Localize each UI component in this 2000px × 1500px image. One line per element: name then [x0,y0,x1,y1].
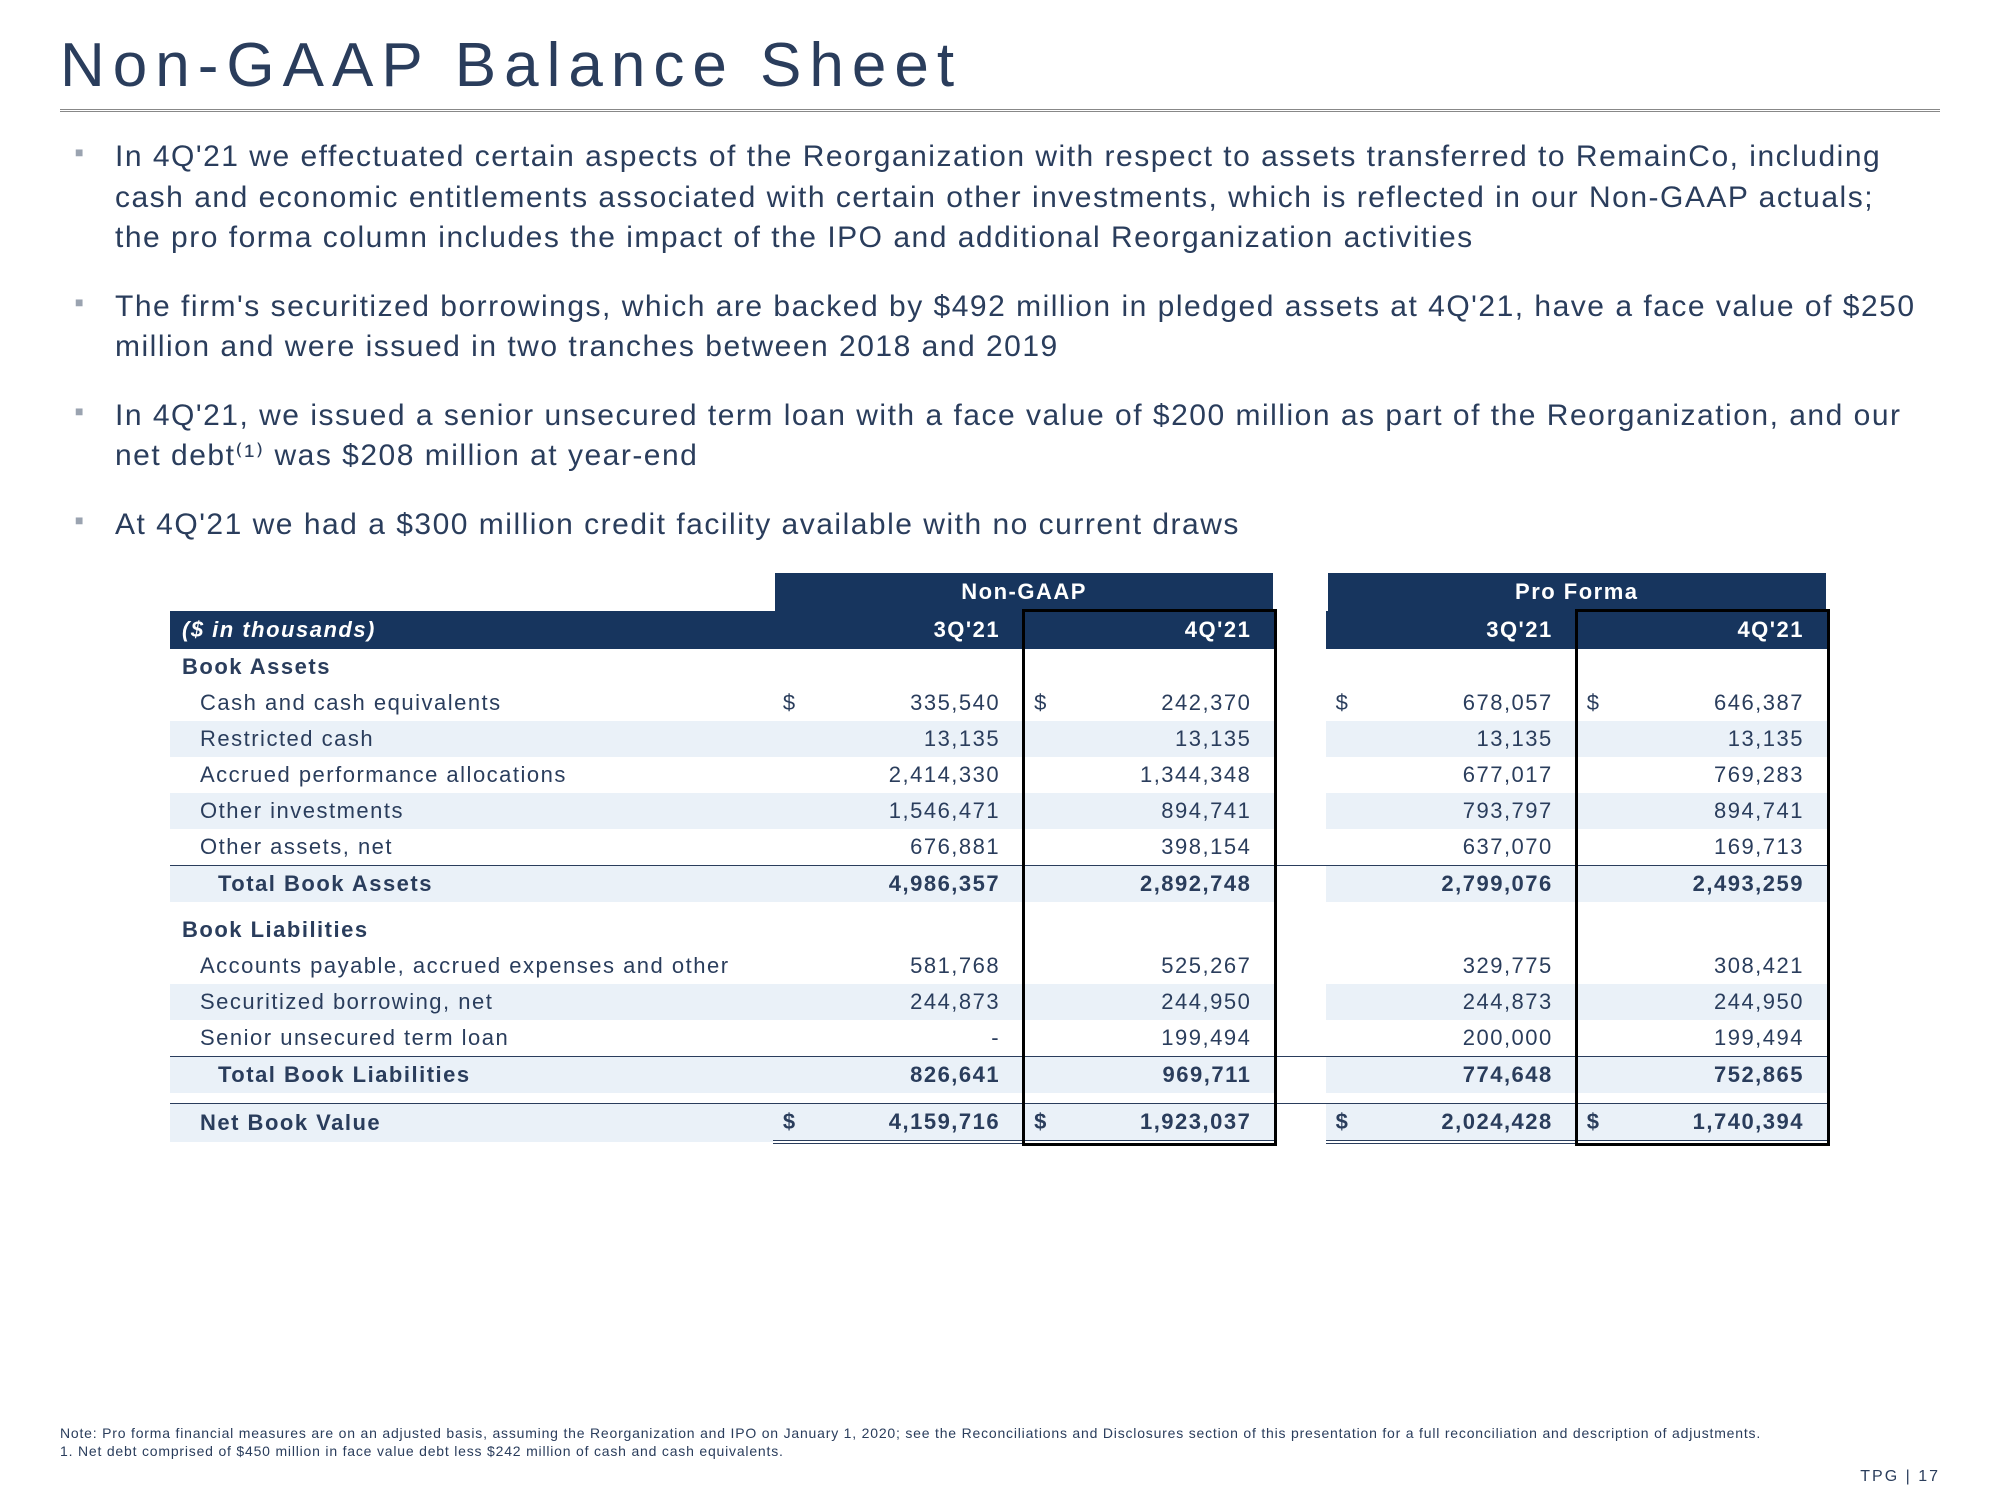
table-cell: 826,641 [773,1057,1024,1094]
total-label: Total Book Assets [170,866,773,903]
table-cell [170,1093,1828,1104]
table-cell: 4,159,716 [773,1104,1024,1143]
table-cell: 13,135 [1326,721,1577,757]
table-cell [1024,912,1275,948]
table-cell: 1,546,471 [773,793,1024,829]
total-label: Total Book Liabilities [170,1057,773,1094]
table-cell: 2,414,330 [773,757,1024,793]
unit-label: ($ in thousands) [170,611,773,649]
table-cell: 793,797 [1326,793,1577,829]
table-cell: 646,387 [1577,685,1828,721]
table-cell: 2,024,428 [1326,1104,1577,1143]
table-cell: 678,057 [1326,685,1577,721]
col-header: 4Q'21 [1577,611,1828,649]
table-cell [1275,685,1325,721]
table-cell: 637,070 [1326,829,1577,866]
row-label: Senior unsecured term loan [170,1020,773,1057]
table-cell: 244,873 [773,984,1024,1020]
table-cell: 13,135 [1577,721,1828,757]
table-cell [1275,1104,1325,1143]
net-label: Net Book Value [170,1104,773,1143]
table-cell: 244,950 [1577,984,1828,1020]
table-cell: 2,493,259 [1577,866,1828,903]
page-number: TPG | 17 [1860,1468,1940,1486]
table-cell: 244,950 [1024,984,1275,1020]
table-cell: 2,892,748 [1024,866,1275,903]
bullet-item: In 4Q'21, we issued a senior unsecured t… [75,396,1925,477]
bullet-item: In 4Q'21 we effectuated certain aspects … [75,137,1925,259]
table-cell [773,912,1024,948]
table-cell: 308,421 [1577,948,1828,984]
table-cell: 1,740,394 [1577,1104,1828,1143]
row-label: Restricted cash [170,721,773,757]
table-cell [170,902,1828,912]
row-label: Accounts payable, accrued expenses and o… [170,948,773,984]
section-header: Book Assets [170,649,773,685]
row-label: Other investments [170,793,773,829]
table-cell: 329,775 [1326,948,1577,984]
table-cell [1024,649,1275,685]
table-cell: 2,799,076 [1326,866,1577,903]
table-cell: 199,494 [1577,1020,1828,1057]
table-cell [1326,649,1577,685]
page-title: Non-GAAP Balance Sheet [60,30,1940,112]
table-cell: 244,873 [1326,984,1577,1020]
row-label: Securitized borrowing, net [170,984,773,1020]
table-cell: 199,494 [1024,1020,1275,1057]
table-cell: 894,741 [1024,793,1275,829]
table-cell [1326,912,1577,948]
table-cell: 169,713 [1577,829,1828,866]
table-cell [1275,866,1325,903]
table-cell: 1,344,348 [1024,757,1275,793]
bullet-item: The firm's securitized borrowings, which… [75,287,1925,368]
table-cell: 13,135 [1024,721,1275,757]
balance-sheet-table: Non-GAAP Pro Forma ($ in thousands) 3Q'2… [170,573,1830,1144]
section-header: Book Liabilities [170,912,773,948]
table-cell: 676,881 [773,829,1024,866]
col-header: 3Q'21 [773,611,1024,649]
table-cell [1275,912,1325,948]
table-cell: 969,711 [1024,1057,1275,1094]
table-cell [1275,984,1325,1020]
table-cell: 769,283 [1577,757,1828,793]
table-cell: 4,986,357 [773,866,1024,903]
footnotes: Note: Pro forma financial measures are o… [60,1424,1940,1460]
col-header: 4Q'21 [1024,611,1275,649]
table-cell: 525,267 [1024,948,1275,984]
row-label: Cash and cash equivalents [170,685,773,721]
table-cell [773,649,1024,685]
table-cell [1577,912,1828,948]
table-cell: 13,135 [773,721,1024,757]
table-cell [1275,829,1325,866]
balance-sheet-table-wrap: Non-GAAP Pro Forma ($ in thousands) 3Q'2… [170,573,1830,1144]
row-label: Other assets, net [170,829,773,866]
table-cell [1275,793,1325,829]
bullet-list: In 4Q'21 we effectuated certain aspects … [60,137,1940,545]
table-cell: 774,648 [1326,1057,1577,1094]
table-cell: 581,768 [773,948,1024,984]
col-group-nongaap: Non-GAAP [773,573,1275,611]
table-cell [1275,1057,1325,1094]
table-cell: 335,540 [773,685,1024,721]
table-cell [1275,721,1325,757]
footnote: 1. Net debt comprised of $450 million in… [60,1442,1940,1460]
table-cell: 398,154 [1024,829,1275,866]
col-header: 3Q'21 [1326,611,1577,649]
footnote: Note: Pro forma financial measures are o… [60,1424,1940,1442]
col-group-proforma: Pro Forma [1326,573,1828,611]
table-cell: - [773,1020,1024,1057]
table-cell: 242,370 [1024,685,1275,721]
table-cell [1275,948,1325,984]
table-cell [1275,1020,1325,1057]
table-cell: 677,017 [1326,757,1577,793]
table-cell [1275,757,1325,793]
table-cell: 1,923,037 [1024,1104,1275,1143]
table-cell: 200,000 [1326,1020,1577,1057]
table-cell [1577,649,1828,685]
table-cell [1275,649,1325,685]
row-label: Accrued performance allocations [170,757,773,793]
table-cell: 752,865 [1577,1057,1828,1094]
bullet-item: At 4Q'21 we had a $300 million credit fa… [75,505,1925,546]
table-cell: 894,741 [1577,793,1828,829]
